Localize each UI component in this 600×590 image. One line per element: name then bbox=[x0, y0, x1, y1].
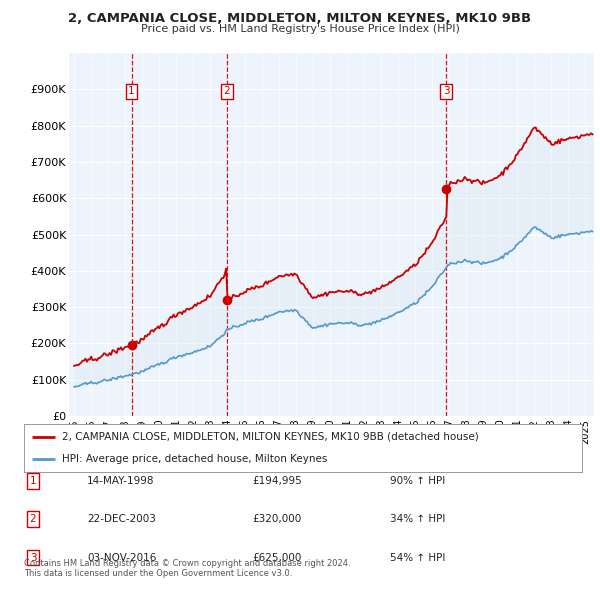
Text: 54% ↑ HPI: 54% ↑ HPI bbox=[390, 553, 445, 562]
Text: 14-MAY-1998: 14-MAY-1998 bbox=[87, 476, 155, 486]
Text: 03-NOV-2016: 03-NOV-2016 bbox=[87, 553, 157, 562]
Text: Contains HM Land Registry data © Crown copyright and database right 2024.
This d: Contains HM Land Registry data © Crown c… bbox=[24, 559, 350, 578]
Text: 3: 3 bbox=[443, 86, 449, 96]
Text: £625,000: £625,000 bbox=[252, 553, 301, 562]
Text: HPI: Average price, detached house, Milton Keynes: HPI: Average price, detached house, Milt… bbox=[62, 454, 328, 464]
Text: 22-DEC-2003: 22-DEC-2003 bbox=[87, 514, 156, 524]
Text: £194,995: £194,995 bbox=[252, 476, 302, 486]
Text: 34% ↑ HPI: 34% ↑ HPI bbox=[390, 514, 445, 524]
Text: 1: 1 bbox=[128, 86, 135, 96]
Text: Price paid vs. HM Land Registry's House Price Index (HPI): Price paid vs. HM Land Registry's House … bbox=[140, 24, 460, 34]
Text: £320,000: £320,000 bbox=[252, 514, 301, 524]
Text: 1: 1 bbox=[29, 476, 37, 486]
Text: 90% ↑ HPI: 90% ↑ HPI bbox=[390, 476, 445, 486]
Text: 2: 2 bbox=[29, 514, 37, 524]
Text: 2: 2 bbox=[224, 86, 230, 96]
Text: 2, CAMPANIA CLOSE, MIDDLETON, MILTON KEYNES, MK10 9BB: 2, CAMPANIA CLOSE, MIDDLETON, MILTON KEY… bbox=[68, 12, 532, 25]
Text: 3: 3 bbox=[29, 553, 37, 562]
Text: 2, CAMPANIA CLOSE, MIDDLETON, MILTON KEYNES, MK10 9BB (detached house): 2, CAMPANIA CLOSE, MIDDLETON, MILTON KEY… bbox=[62, 432, 479, 442]
